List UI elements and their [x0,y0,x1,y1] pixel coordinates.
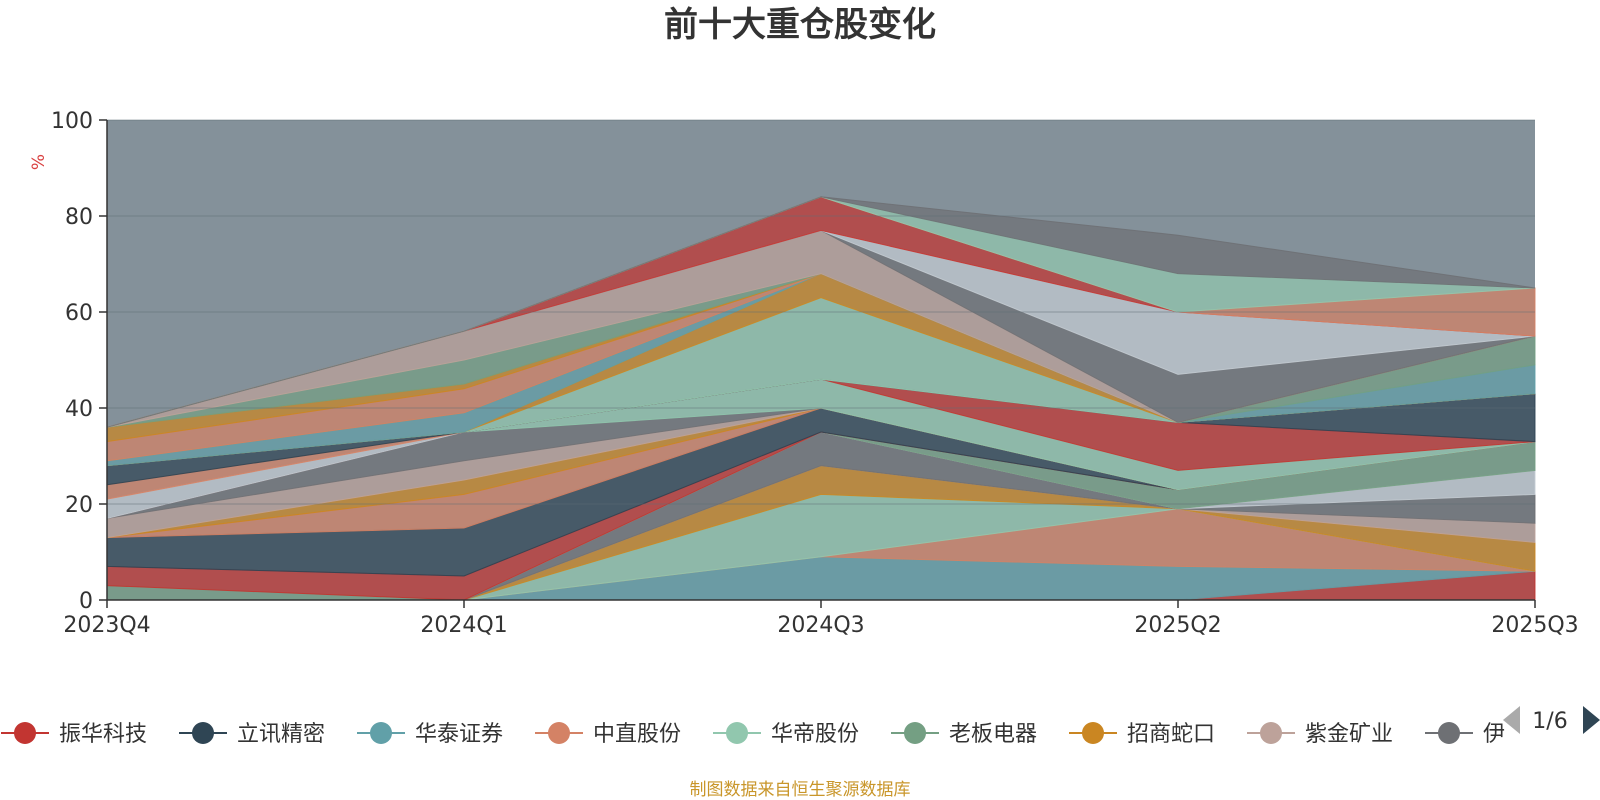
legend-prev-icon[interactable] [1503,706,1520,734]
legend-label: 立讯精密 [237,722,325,747]
legend-label: 华帝股份 [771,722,859,747]
legend-label: 招商蛇口 [1127,722,1215,747]
y-tick-label: 20 [65,493,93,518]
x-tick-label: 2024Q3 [777,613,864,638]
chart-title: 前十大重仓股变化 [664,5,936,45]
legend-item[interactable]: 招商蛇口 [1069,722,1215,747]
grid-lines [107,119,1535,505]
y-tick-label: 0 [79,589,93,614]
legend-label: 老板电器 [949,722,1037,747]
y-tick-label: 100 [51,109,93,134]
x-tick-label: 2023Q4 [63,613,150,638]
legend-next-icon[interactable] [1583,706,1600,734]
area-series-36 [106,196,1536,428]
y-tick-label: 80 [65,205,93,230]
legend-label: 振华科技 [59,722,147,747]
legend-marker [726,722,748,744]
x-tick-label: 2025Q3 [1491,613,1578,638]
x-tick-label: 2025Q2 [1134,613,1221,638]
legend-marker [14,722,36,744]
legend-item[interactable]: 华帝股份 [713,722,859,747]
legend-label: 伊 [1483,722,1505,747]
legend[interactable]: 振华科技 立讯精密 华泰证券 中直股份 华帝股份 老板电器 招商蛇口 紫金矿业 伊 [1,722,1505,747]
legend-marker [1438,722,1460,744]
legend-page-indicator: 1/6 [1532,709,1567,734]
legend-item[interactable]: 华泰证券 [357,722,503,747]
area-series-group [106,196,1536,601]
legend-item[interactable]: 老板电器 [891,722,1037,747]
legend-label: 华泰证券 [415,722,503,747]
legend-marker [370,722,392,744]
legend-item[interactable]: 伊 [1425,722,1505,747]
legend-marker [548,722,570,744]
legend-marker [904,722,926,744]
legend-label: 中直股份 [593,722,681,747]
x-tick-label: 2024Q1 [420,613,507,638]
legend-item[interactable]: 立讯精密 [179,722,325,747]
data-source-note: 制图数据来自恒生聚源数据库 [690,780,911,800]
legend-pager: 1/6 [1503,706,1600,734]
legend-marker [192,722,214,744]
y-tick-label: 60 [65,301,93,326]
legend-label: 紫金矿业 [1305,722,1393,747]
plot-area: 0 20 40 60 80 100 2023Q4 2024Q1 2024Q3 2025Q2 2025… [51,109,1579,638]
legend-item[interactable]: 紫金矿业 [1247,722,1393,747]
legend-marker [1082,722,1104,744]
legend-marker [1260,722,1282,744]
y-tick-label: 40 [65,397,93,422]
legend-item[interactable]: 中直股份 [535,722,681,747]
legend-item[interactable]: 振华科技 [1,722,147,747]
axes: 0 20 40 60 80 100 2023Q4 2024Q1 2024Q3 2025Q2 2025… [51,109,1579,638]
y-axis-unit: % [29,154,49,170]
